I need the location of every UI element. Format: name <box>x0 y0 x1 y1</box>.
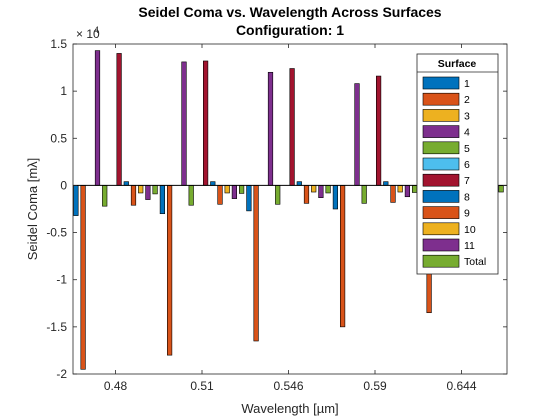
legend-swatch <box>422 76 460 90</box>
bar-surface-total <box>325 185 331 194</box>
legend-label: 11 <box>464 240 475 252</box>
x-tick-label: 0.59 <box>363 379 387 393</box>
bar-surface-9 <box>390 185 396 203</box>
bar-surface-total <box>411 185 418 193</box>
x-tick-label: 0.644 <box>446 379 476 393</box>
bar-surface-9 <box>303 185 310 204</box>
legend-swatch <box>422 190 460 203</box>
bar-surface-10 <box>397 185 403 193</box>
x-tick-label: 0.546 <box>273 379 303 393</box>
legend-swatch <box>422 125 460 138</box>
bar-surface-4 <box>267 71 274 186</box>
legend: Surface 1 2 3 4 5 6 7 8 9 10 11 Total <box>416 53 499 275</box>
y-exponent: × 10 4 <box>76 25 100 41</box>
bar-surface-1 <box>246 185 252 212</box>
x-axis-label: Wavelength [µm] <box>241 401 338 416</box>
legend-swatch <box>422 173 460 187</box>
x-tick-label: 0.51 <box>190 379 214 393</box>
y-tick-label: 1.5 <box>50 37 67 51</box>
bar-surface-10 <box>138 185 144 194</box>
legend-swatch <box>422 222 460 236</box>
chart-title: Seidel Coma vs. Wavelength Across Surfac… <box>138 4 441 20</box>
bar-surface-total <box>239 185 245 194</box>
y-tick-label: -1.5 <box>46 320 67 334</box>
bar-surface-total <box>152 185 158 195</box>
legend-title: Surface <box>438 58 477 70</box>
bar-surface-11 <box>231 185 238 199</box>
y-tick-label: -0.5 <box>46 226 67 240</box>
legend-items: 1 2 3 4 5 6 7 8 9 10 11 Total <box>422 76 486 268</box>
bar-surface-7 <box>289 68 295 186</box>
bar-surface-2 <box>80 185 86 370</box>
bar-surface-5 <box>102 185 108 207</box>
legend-label: 7 <box>464 175 470 187</box>
legend-label: 4 <box>464 127 470 139</box>
y-tick-label: 0.5 <box>50 131 67 145</box>
legend-label: 10 <box>464 224 476 236</box>
legend-label: 2 <box>464 94 470 106</box>
bar-surface-2 <box>253 185 259 342</box>
legend-swatch <box>422 141 460 155</box>
bar-surface-11 <box>318 185 324 198</box>
legend-label: 6 <box>464 159 470 171</box>
legend-label: 5 <box>464 143 470 155</box>
bar-surface-5 <box>361 185 367 204</box>
bar-surface-7 <box>375 75 382 186</box>
bar-surface-1 <box>332 185 339 210</box>
y-exponent-base: × 10 <box>76 27 100 41</box>
bar-surface-4 <box>354 83 360 186</box>
x-ticks: 0.48 0.51 0.546 0.59 0.644 <box>104 44 477 393</box>
bar-surface-8 <box>296 181 302 186</box>
bar-surface-9 <box>130 185 137 206</box>
legend-label: Total <box>464 256 486 268</box>
bar-surface-11 <box>145 185 151 200</box>
bar-surface-8 <box>210 181 216 186</box>
bar-surface-2 <box>339 185 346 328</box>
bar-surface-8 <box>383 181 389 186</box>
bar-surface-7 <box>116 53 122 186</box>
bar-surface-9 <box>217 185 223 205</box>
y-tick-label: -1 <box>56 273 67 287</box>
bar-surface-7 <box>203 60 209 186</box>
legend-swatch <box>422 109 460 122</box>
y-tick-label: 0 <box>60 178 67 192</box>
plot-frame <box>72 43 508 375</box>
legend-swatch <box>422 238 460 252</box>
bar-surface-total <box>498 185 504 193</box>
bar-surface-2 <box>167 185 173 356</box>
bar-surface-4 <box>94 50 101 186</box>
y-axis-label: Seidel Coma [mλ] <box>25 158 40 261</box>
x-tick-label: 0.48 <box>104 379 128 393</box>
bar-surface-5 <box>275 185 281 205</box>
legend-label: 1 <box>464 78 470 90</box>
bar-surface-10 <box>224 185 230 194</box>
y-ticks: -2 -1.5 -1 -0.5 0 0.5 1 1.5 <box>46 37 507 381</box>
y-tick-label: 1 <box>60 84 67 98</box>
bar-surface-5 <box>188 185 194 206</box>
y-exponent-power: 4 <box>94 25 99 35</box>
legend-swatch <box>422 157 460 171</box>
chart-subtitle: Configuration: 1 <box>236 22 344 38</box>
legend-label: 9 <box>464 208 470 220</box>
legend-label: 3 <box>464 110 470 122</box>
legend-swatch <box>422 92 460 106</box>
legend-swatch <box>422 206 460 219</box>
legend-label: 8 <box>464 191 470 203</box>
y-tick-label: -2 <box>56 367 67 381</box>
bar-surface-8 <box>123 181 129 186</box>
bar-surface-4 <box>181 61 187 186</box>
bar-surface-11 <box>404 185 411 198</box>
bar-surface-1 <box>159 185 166 215</box>
bar-surface-10 <box>311 185 317 193</box>
legend-swatch <box>422 254 460 268</box>
bar-surface-1 <box>73 185 79 216</box>
